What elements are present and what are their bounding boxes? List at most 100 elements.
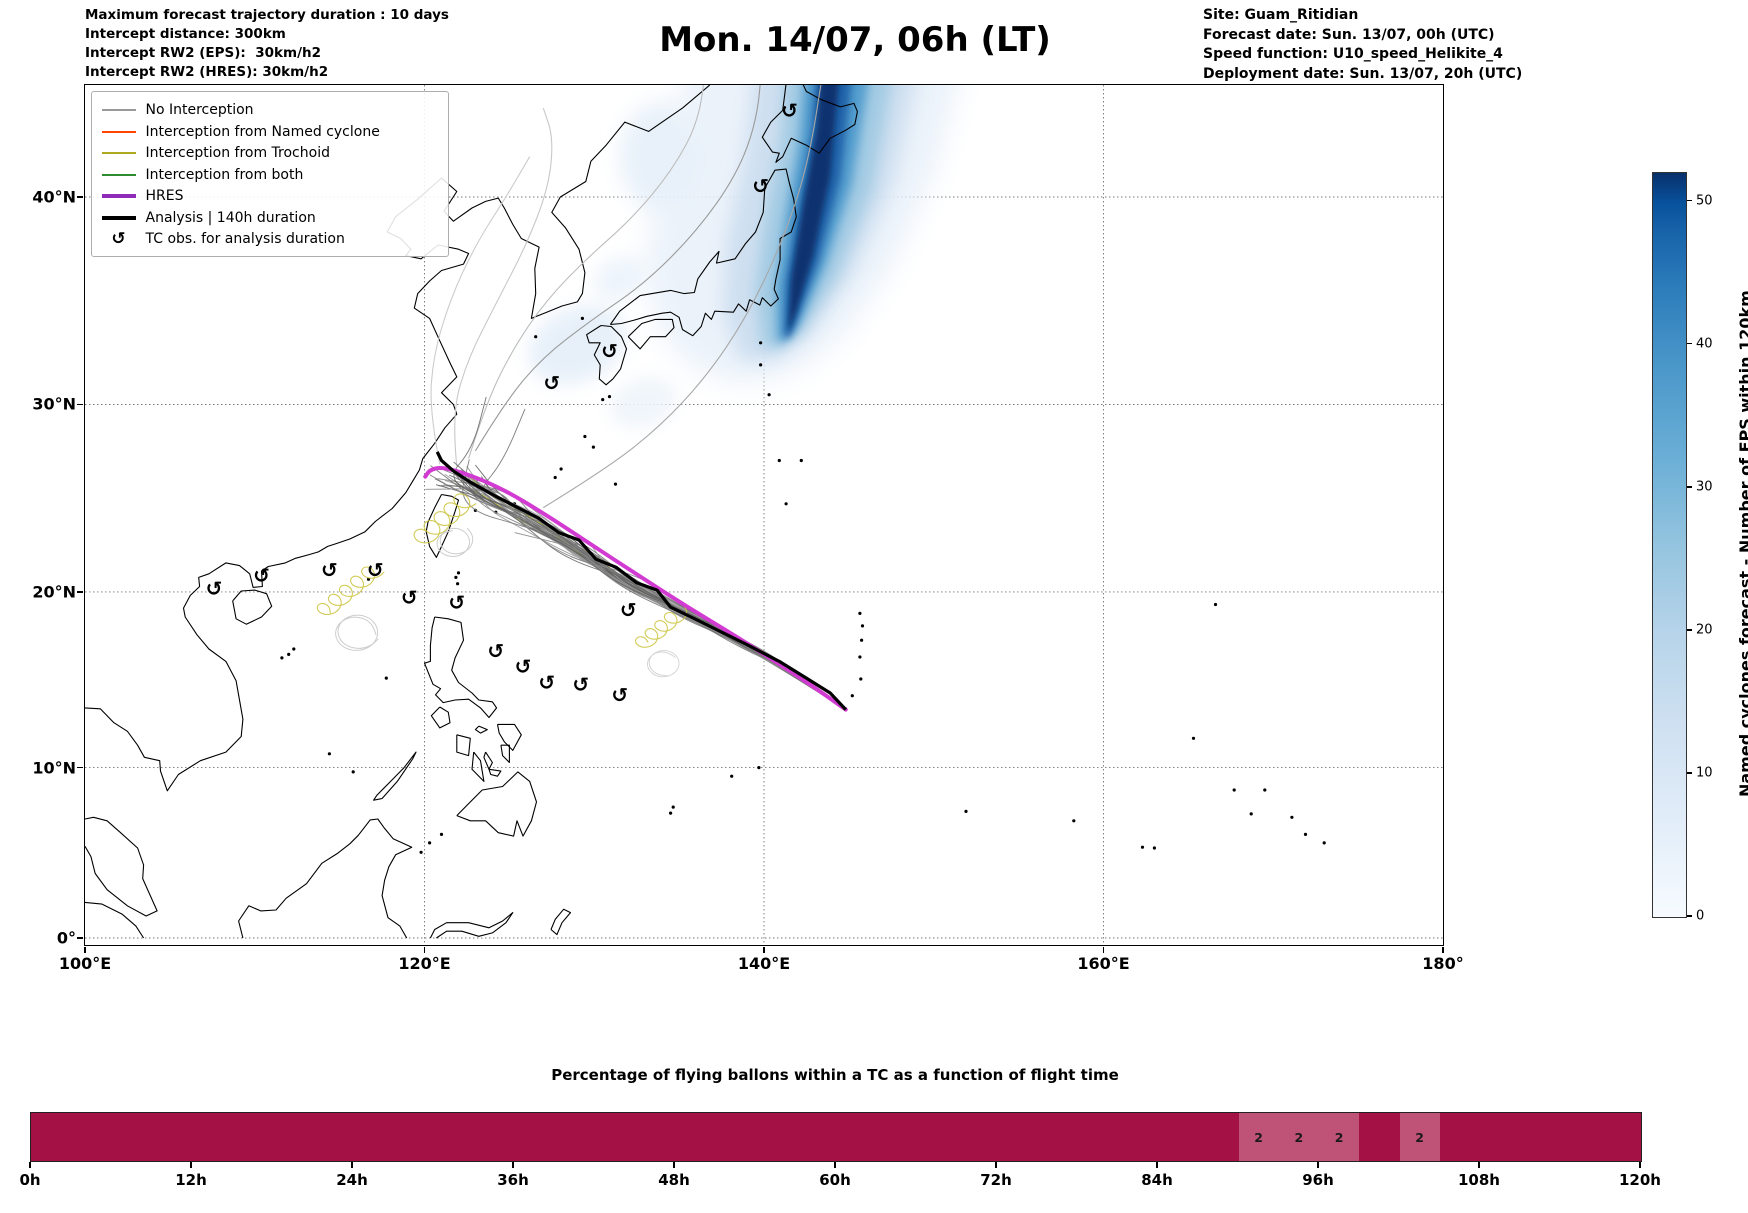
y-tick-label: 20°N: [32, 582, 76, 602]
y-tick-mark: [77, 403, 83, 406]
colorbar-tick-label: 0: [1696, 908, 1705, 924]
x-tick-mark: [1442, 946, 1444, 953]
x-tick-label: 160°E: [1077, 954, 1130, 973]
x-tick-mark: [423, 946, 426, 953]
y-tick-mark: [77, 937, 83, 939]
map-legend: No Interception Interception from Named c…: [90, 90, 449, 257]
strip-bin: [1117, 1113, 1158, 1161]
y-tick-label: 30°N: [32, 394, 76, 414]
colorbar-tick-label: 20: [1696, 622, 1713, 638]
strip-bin: [1600, 1113, 1641, 1161]
strip-bin: [1198, 1113, 1239, 1161]
strip-bin: [1520, 1113, 1561, 1161]
x-tick-mark: [1102, 946, 1105, 953]
strip-tick-mark: [29, 1162, 31, 1168]
strip-bin: [433, 1113, 474, 1161]
density-shading: [528, 84, 957, 427]
header-left: Maximum forecast trajectory duration : 1…: [85, 6, 449, 82]
legend-item-label: HRES: [145, 188, 184, 205]
strip-bin: [353, 1113, 394, 1161]
tc-obs-icon: ↺: [572, 672, 589, 696]
strip-tick-mark: [351, 1162, 353, 1168]
header-info-line: Site: Guam_Ritidian: [1203, 7, 1359, 23]
tc-obs-icon: ↺: [514, 654, 531, 678]
strip-tick-label: 72h: [980, 1171, 1012, 1189]
strip-tick-mark: [190, 1162, 192, 1168]
strip-bin-label: 2: [1294, 1129, 1304, 1145]
y-tick-mark: [77, 591, 83, 593]
strip-bin: [1359, 1113, 1400, 1161]
strip-tick-mark: [834, 1162, 836, 1168]
strip-tick-mark: [512, 1162, 514, 1168]
legend-line-swatch: [101, 194, 136, 199]
figure-title: Mon. 14/07, 06h (LT): [659, 20, 1051, 60]
tc-obs-icon: ↺: [601, 338, 618, 362]
colorbar-tick-mark: [1687, 342, 1692, 345]
tc-obs-icon: ↺: [448, 590, 465, 614]
colorbar-tick-mark: [1687, 629, 1692, 631]
outlier-tracks: [430, 84, 821, 508]
colorbar-tick-label: 50: [1696, 193, 1713, 209]
strip-tick-label: 108h: [1458, 1171, 1500, 1189]
strip-tick-mark: [1317, 1162, 1319, 1168]
header-info-line: Intercept RW2 (EPS): 30km/h2: [85, 45, 321, 61]
legend-item-label: Interception from both: [145, 166, 304, 183]
strip-tick-mark: [1156, 1162, 1158, 1168]
strip-bin: [594, 1113, 635, 1161]
map-canvas: ↺ ↺ ↺ ↺ ↺ ↺ ↺ ↺ ↺ ↺ ↺ ↺ ↺ ↺ ↺ ↺: [84, 84, 1443, 945]
colorbar-label: Named cyclones forecast - Number of EPS …: [1736, 290, 1748, 798]
tc-obs-icon: ↺: [205, 576, 222, 600]
strip-bin: 2: [1238, 1113, 1279, 1161]
tc-obs-icon: ↺: [781, 98, 798, 122]
y-tick-mark: [77, 766, 83, 769]
tc-obs-icon: ↺: [111, 228, 126, 249]
legend-line-swatch: [101, 173, 136, 176]
legend-item: HRES: [101, 186, 438, 208]
legend-item: No Interception: [101, 100, 438, 122]
strip-bin: 2: [1319, 1113, 1360, 1161]
header-info-line: Deployment date: Sun. 13/07, 20h (UTC): [1203, 65, 1523, 82]
strip-tick-label: 36h: [497, 1171, 529, 1189]
strip-bin: [1439, 1113, 1480, 1161]
strip-bin: [755, 1113, 796, 1161]
strip-bin: 2: [1278, 1113, 1319, 1161]
y-tick-label: 40°N: [32, 187, 76, 207]
legend-item-label: Analysis | 140h duration: [145, 209, 316, 226]
header-info-line: Intercept distance: 300km: [85, 26, 286, 42]
strip-bin-label: 2: [1415, 1129, 1424, 1145]
legend-line-swatch: [101, 215, 136, 220]
strip-bin: [1480, 1113, 1521, 1161]
colorbar-tick-mark: [1687, 199, 1692, 202]
strip-title: Percentage of flying ballons within a TC…: [551, 1066, 1119, 1084]
legend-item: Analysis | 140h duration: [101, 207, 438, 229]
x-tick-mark: [84, 946, 86, 953]
no-interception-loops: [334, 527, 680, 677]
strip-bin: [956, 1113, 997, 1161]
legend-line-swatch: [101, 130, 136, 133]
y-tick-mark: [77, 196, 83, 198]
x-tick-label: 180°: [1422, 954, 1464, 973]
colorbar-tick-mark: [1687, 915, 1692, 917]
header-right: Site: Guam_Ritidian Forecast date: Sun. 1…: [1203, 6, 1522, 84]
legend-item: Interception from Named cyclone: [101, 121, 438, 143]
analysis-track: [435, 450, 847, 711]
tc-obs-symbols: ↺ ↺ ↺ ↺ ↺ ↺ ↺ ↺ ↺ ↺ ↺ ↺ ↺ ↺ ↺ ↺: [205, 98, 797, 706]
legend-line-swatch: [101, 152, 136, 155]
strip-tick-mark: [673, 1162, 675, 1168]
tc-obs-icon: ↺: [619, 597, 636, 621]
tc-obs-icon: ↺: [538, 670, 555, 694]
strip-tick-label: 60h: [819, 1171, 851, 1189]
legend-item-label: TC obs. for analysis duration: [145, 231, 345, 248]
strip-bin: 2: [1399, 1113, 1440, 1161]
strip-bin: [514, 1113, 555, 1161]
colorbar-tick-label: 10: [1696, 765, 1713, 781]
y-tick-label: 10°N: [32, 758, 76, 778]
legend-item: ↺ TC obs. for analysis duration: [102, 229, 438, 251]
strip-bin: [997, 1113, 1038, 1161]
strip-bin: [272, 1113, 313, 1161]
legend-line-swatch: [101, 109, 136, 112]
strip-bin: [634, 1113, 675, 1161]
colorbar-tick-label: 40: [1696, 336, 1713, 352]
strip-tick-label: 120h: [1619, 1171, 1661, 1189]
header-info-line: Speed function: U10_speed_Helikite_4: [1203, 46, 1503, 62]
